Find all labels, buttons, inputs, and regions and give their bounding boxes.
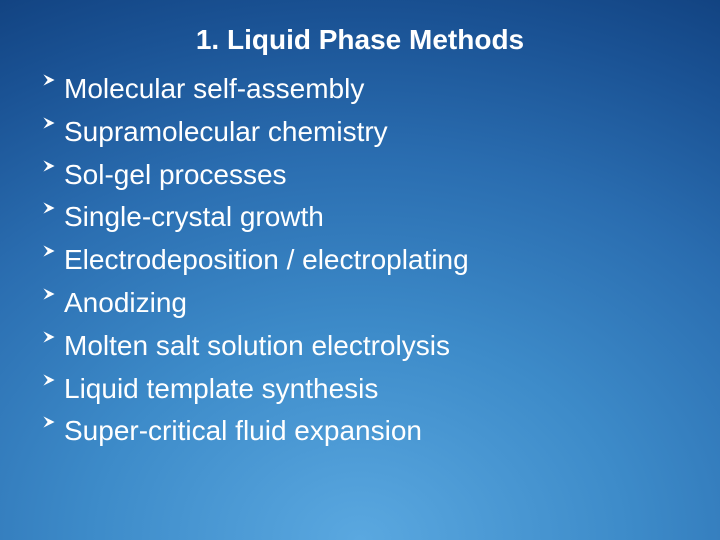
list-item: Liquid template synthesis	[42, 370, 678, 408]
list-item-text: Liquid template synthesis	[64, 370, 678, 408]
list-item-text: Molecular self-assembly	[64, 70, 678, 108]
chevron-right-icon	[42, 156, 64, 173]
list-item: Molecular self-assembly	[42, 70, 678, 108]
chevron-right-icon	[42, 70, 64, 87]
list-item-text: Supramolecular chemistry	[64, 113, 678, 151]
list-item: Molten salt solution electrolysis	[42, 327, 678, 365]
chevron-right-icon	[42, 370, 64, 387]
chevron-right-icon	[42, 327, 64, 344]
chevron-right-icon	[42, 113, 64, 130]
chevron-right-icon	[42, 284, 64, 301]
slide-content: 1. Liquid Phase Methods Molecular self-a…	[0, 0, 720, 450]
list-item-text: Electrodeposition / electroplating	[64, 241, 678, 279]
list-item: Supramolecular chemistry	[42, 113, 678, 151]
slide-title: 1. Liquid Phase Methods	[102, 24, 618, 56]
list-item: Electrodeposition / electroplating	[42, 241, 678, 279]
chevron-right-icon	[42, 412, 64, 429]
list-item: Anodizing	[42, 284, 678, 322]
bullet-list: Molecular self-assembly Supramolecular c…	[42, 70, 678, 450]
list-item-text: Sol-gel processes	[64, 156, 678, 194]
list-item-text: Super-critical fluid expansion	[64, 412, 678, 450]
chevron-right-icon	[42, 241, 64, 258]
list-item: Single-crystal growth	[42, 198, 678, 236]
chevron-right-icon	[42, 198, 64, 215]
list-item: Super-critical fluid expansion	[42, 412, 678, 450]
list-item-text: Molten salt solution electrolysis	[64, 327, 678, 365]
list-item: Sol-gel processes	[42, 156, 678, 194]
list-item-text: Single-crystal growth	[64, 198, 678, 236]
list-item-text: Anodizing	[64, 284, 678, 322]
